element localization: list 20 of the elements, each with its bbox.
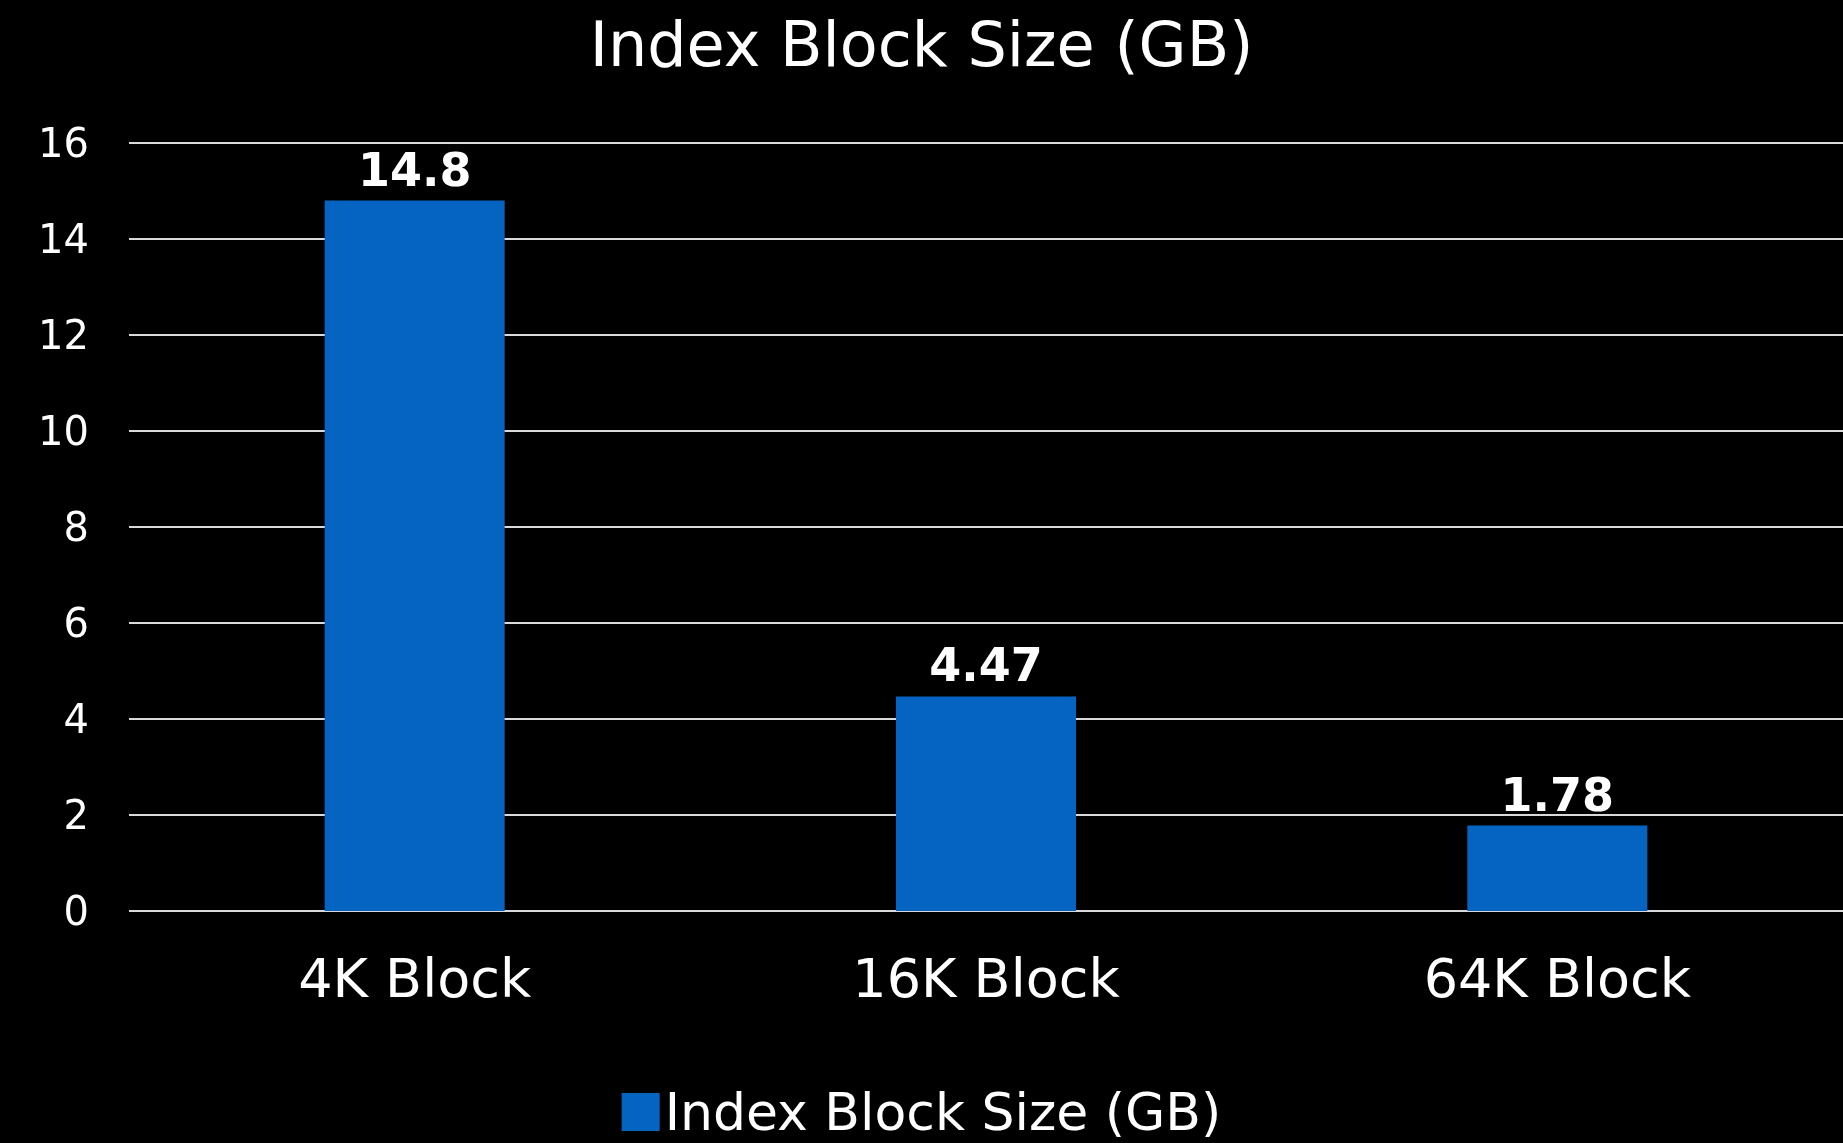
x-tick-label: 4K Block <box>298 946 532 1010</box>
y-tick-label: 14 <box>38 216 89 262</box>
y-tick-label: 16 <box>38 120 89 166</box>
x-tick-label: 64K Block <box>1423 946 1692 1010</box>
bar <box>324 200 505 911</box>
data-label: 14.8 <box>357 142 472 197</box>
y-tick-label: 10 <box>38 408 89 454</box>
y-tick-label: 8 <box>63 504 89 550</box>
bar <box>1467 825 1648 911</box>
data-label: 4.47 <box>929 638 1043 693</box>
y-tick-label: 12 <box>38 312 89 358</box>
y-tick-label: 2 <box>63 792 89 838</box>
x-tick-label: 16K Block <box>852 946 1121 1010</box>
data-label: 1.78 <box>1500 767 1615 822</box>
bar <box>896 696 1076 911</box>
y-tick-label: 0 <box>63 888 89 934</box>
y-tick-label: 4 <box>63 696 89 742</box>
y-tick-label: 6 <box>63 600 89 646</box>
legend-label: Index Block Size (GB) <box>664 1082 1222 1142</box>
chart-title: Index Block Size (GB) <box>589 7 1254 81</box>
